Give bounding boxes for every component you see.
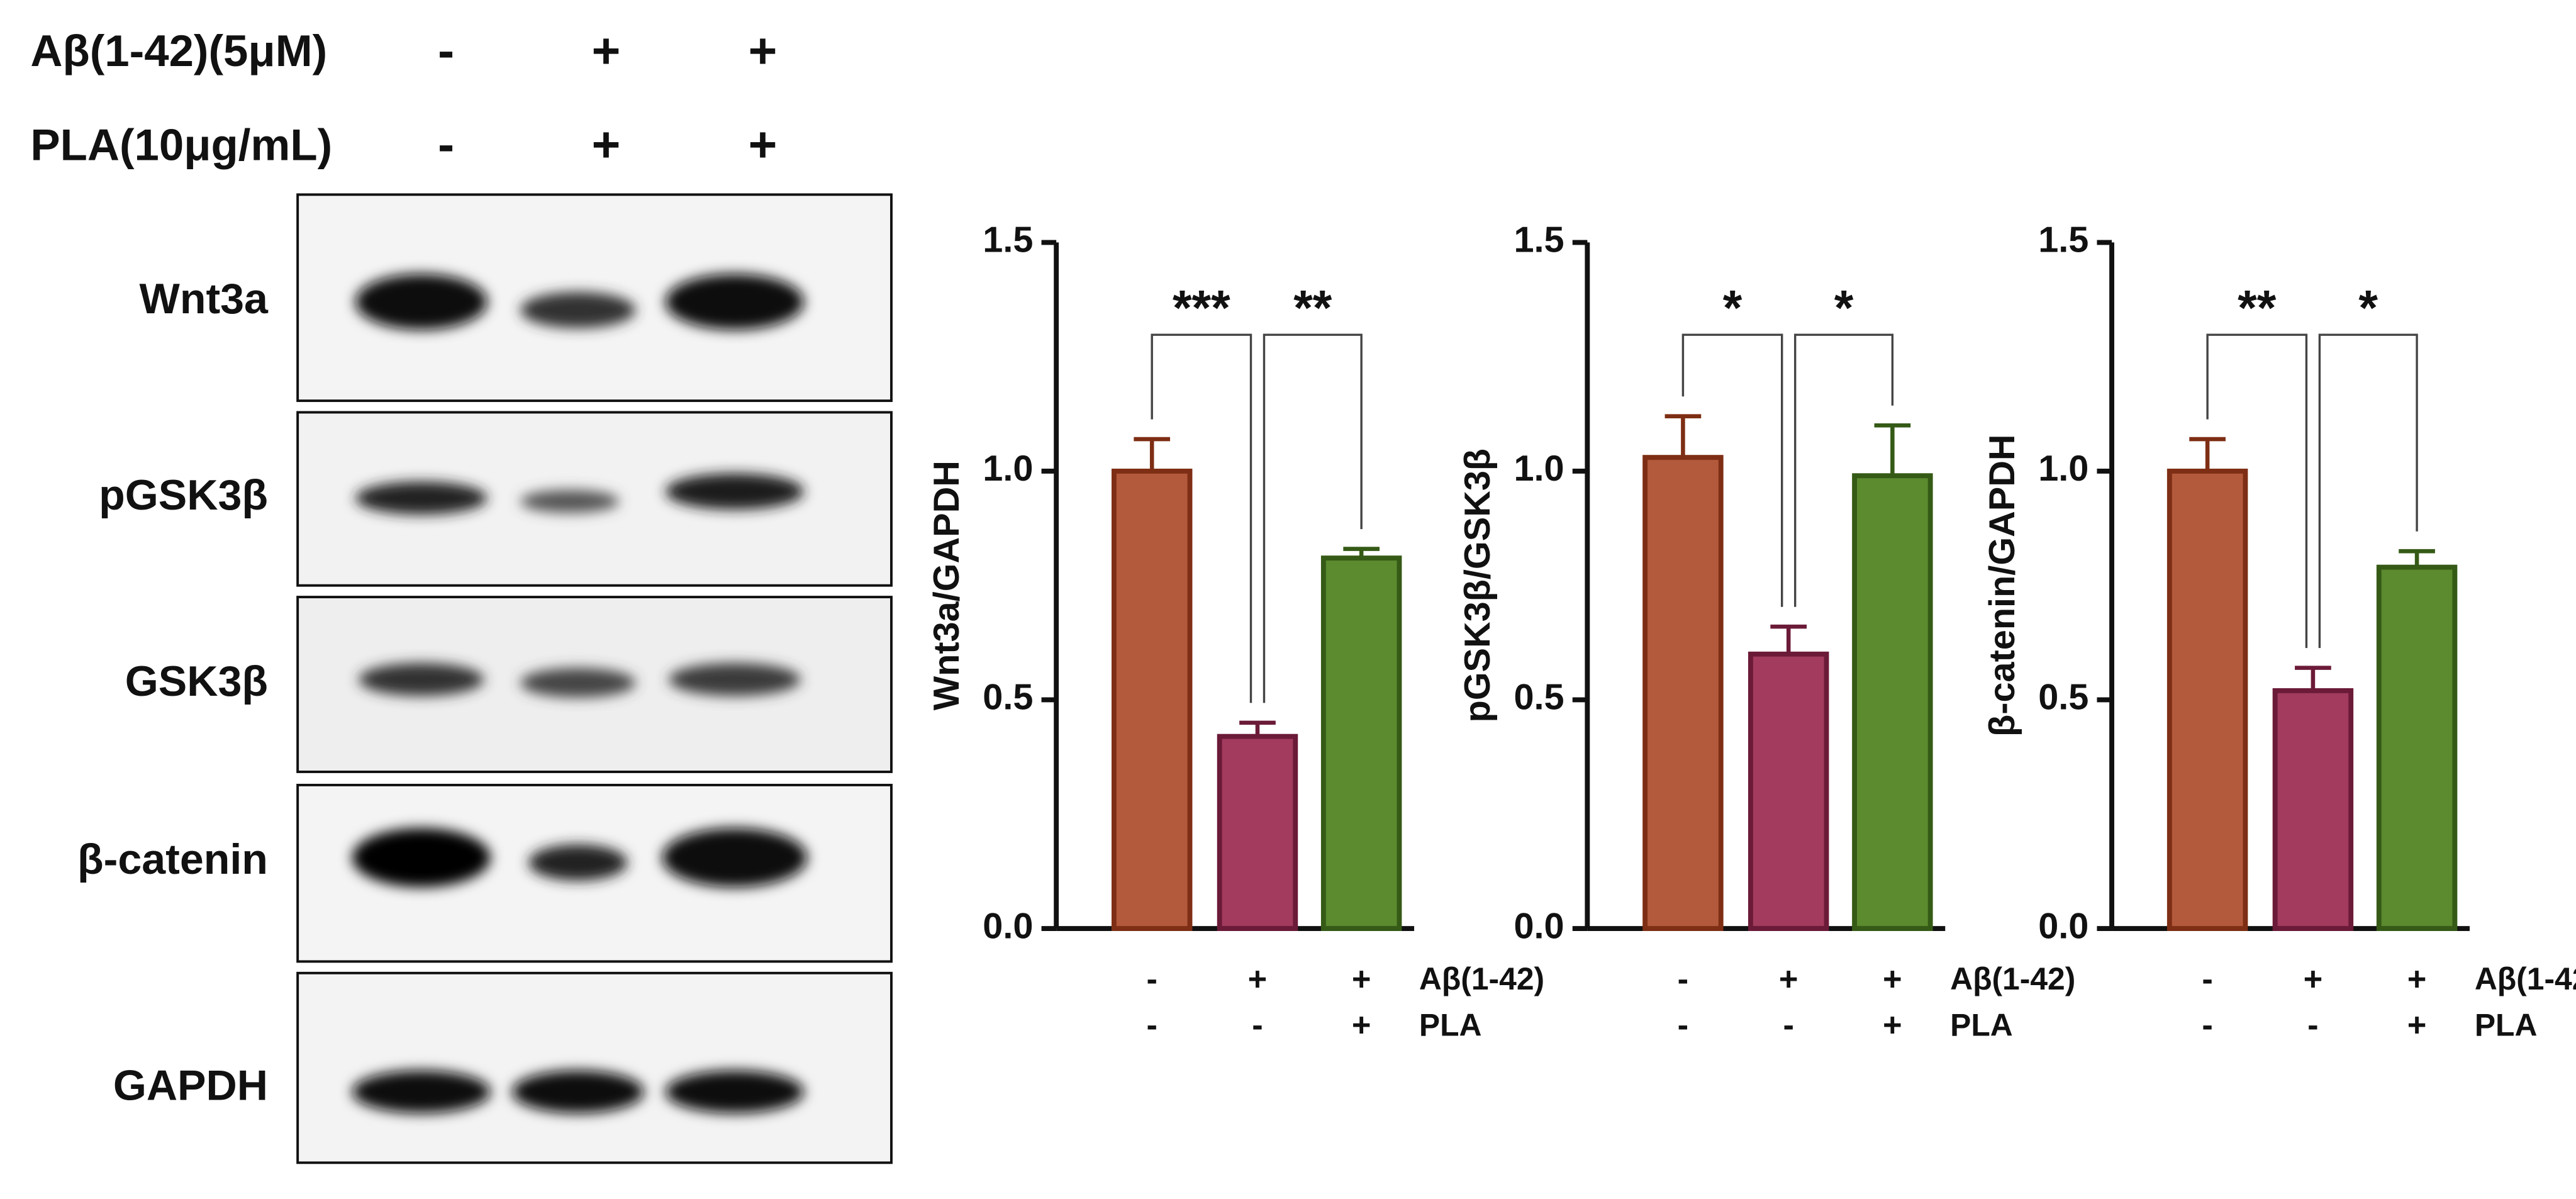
significance-label: * xyxy=(1834,280,1854,335)
y-axis-label: β-catenin/GAPDH xyxy=(1982,434,2022,736)
band xyxy=(520,489,620,513)
bar xyxy=(1852,473,1933,931)
treatment-label: PLA(10μg/mL) xyxy=(30,120,332,170)
x-sign: + xyxy=(1883,961,1902,998)
band xyxy=(520,667,636,698)
protein-label: pGSK3β xyxy=(99,471,268,519)
significance-label: ** xyxy=(2238,280,2277,335)
x-sign: - xyxy=(2307,1007,2318,1044)
x-row-label: Aβ(1-42) xyxy=(2475,961,2576,996)
treatment-sign: - xyxy=(438,23,454,78)
x-sign: + xyxy=(2407,961,2427,998)
protein-label: GSK3β xyxy=(125,657,268,705)
y-tick-label: 1.0 xyxy=(1514,449,1564,489)
x-row-label: PLA xyxy=(2475,1007,2538,1042)
significance-bracket xyxy=(2318,333,2418,649)
treatment-sign: + xyxy=(749,23,778,78)
band xyxy=(352,1070,491,1113)
treatment-sign: + xyxy=(749,117,778,172)
protein-label: β-catenin xyxy=(77,835,268,883)
significance-bracket xyxy=(1793,333,1894,607)
bar xyxy=(1111,469,1193,931)
treatment-sign: + xyxy=(591,117,620,172)
y-tick-label: 1.0 xyxy=(983,449,1033,489)
y-tick-label: 0.5 xyxy=(983,678,1033,718)
y-tick-label: 0.0 xyxy=(983,906,1033,946)
significance-bracket xyxy=(1681,333,1783,607)
protein-label: GAPDH xyxy=(113,1061,268,1109)
x-row-label: PLA xyxy=(1419,1007,1482,1042)
bands xyxy=(352,274,808,1113)
significance-label: ** xyxy=(1293,280,1332,335)
bar xyxy=(1217,733,1298,931)
band xyxy=(665,1070,805,1113)
y-axis-label: Wnt3a/GAPDH xyxy=(927,460,967,710)
x-sign: - xyxy=(2202,961,2212,998)
x-sign: - xyxy=(1252,1007,1263,1044)
x-sign: + xyxy=(1248,961,1268,998)
x-sign: + xyxy=(1883,1007,1902,1044)
y-tick-label: 1.0 xyxy=(2038,449,2088,489)
x-row-label: Aβ(1-42) xyxy=(1419,961,1544,996)
y-tick-label: 1.5 xyxy=(1514,220,1564,260)
x-sign: - xyxy=(1146,1007,1157,1044)
treatment-sign: + xyxy=(591,23,620,78)
band xyxy=(662,828,808,888)
y-tick-label: 0.5 xyxy=(1514,678,1564,718)
significance-label: * xyxy=(1723,280,1742,335)
y-tick-label: 1.5 xyxy=(983,220,1033,260)
bar xyxy=(2166,469,2248,931)
band xyxy=(528,844,628,881)
y-tick-label: 0.5 xyxy=(2038,678,2088,718)
y-tick-label: 1.5 xyxy=(2038,220,2088,260)
band xyxy=(520,292,636,328)
x-sign: + xyxy=(2407,1007,2427,1044)
significance-label: * xyxy=(2358,280,2378,335)
significance-bracket xyxy=(1263,333,1363,703)
x-sign: - xyxy=(1678,1007,1688,1044)
significance-label: *** xyxy=(1173,280,1230,335)
band xyxy=(355,274,488,330)
band xyxy=(665,473,805,510)
x-sign: - xyxy=(1678,961,1688,998)
band xyxy=(669,662,801,696)
bar xyxy=(2272,688,2354,931)
y-axis-label: pGSK3β/GSK3β xyxy=(1458,449,1498,723)
x-sign: + xyxy=(1779,961,1798,998)
protein-label: Wnt3a xyxy=(139,275,269,323)
blot-panel xyxy=(296,971,893,1164)
x-sign: - xyxy=(2202,1007,2212,1044)
bar xyxy=(1748,651,1829,931)
bar xyxy=(1320,555,1402,931)
treatment-sign: - xyxy=(438,117,454,172)
bar xyxy=(2376,564,2458,931)
significance-bracket xyxy=(2206,333,2308,649)
band xyxy=(665,274,805,330)
x-sign: + xyxy=(2304,961,2323,998)
x-sign: - xyxy=(1146,961,1157,998)
band xyxy=(359,662,484,696)
x-sign: - xyxy=(1783,1007,1793,1044)
x-row-label: Aβ(1-42) xyxy=(1950,961,2075,996)
western-blot xyxy=(296,193,893,1164)
y-tick-label: 0.0 xyxy=(2038,906,2088,946)
y-tick-label: 0.0 xyxy=(1514,906,1564,946)
band xyxy=(511,1070,644,1113)
band xyxy=(352,828,491,888)
x-sign: + xyxy=(1352,1007,1371,1044)
x-sign: + xyxy=(1352,961,1371,998)
bar xyxy=(1642,455,1724,931)
treatment-label: Aβ(1-42)(5μM) xyxy=(30,26,327,75)
band xyxy=(355,481,488,515)
x-row-label: PLA xyxy=(1950,1007,2013,1042)
significance-bracket xyxy=(1151,333,1252,703)
